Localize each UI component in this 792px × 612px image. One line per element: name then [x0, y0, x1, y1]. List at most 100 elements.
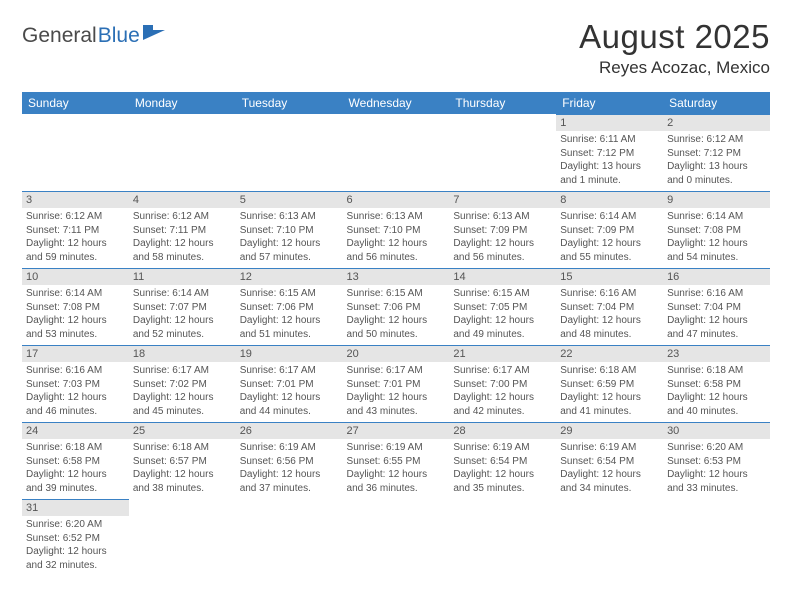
day-number: 14 [449, 269, 556, 285]
day-details: Sunrise: 6:19 AMSunset: 6:54 PMDaylight:… [560, 441, 659, 495]
day-number: 13 [343, 269, 450, 285]
day-number: 15 [556, 269, 663, 285]
calendar-cell: 12Sunrise: 6:15 AMSunset: 7:06 PMDayligh… [236, 268, 343, 345]
calendar-page: GeneralBlue August 2025 Reyes Acozac, Me… [0, 0, 792, 586]
calendar-cell: 27 Sunrise: 6:19 AMSunset: 6:55 PMDayligh… [343, 422, 450, 499]
day-number: 4 [129, 192, 236, 208]
day-details: Sunrise: 6:13 AMSunset: 7:09 PMDaylight:… [453, 210, 552, 264]
weekday-header: Friday [556, 92, 663, 114]
day-details: Sunrise: 6:17 AMSunset: 7:02 PMDaylight:… [133, 364, 232, 418]
day-number: 10 [22, 269, 129, 285]
day-cell: 18Sunrise: 6:17 AMSunset: 7:02 PMDayligh… [129, 345, 236, 422]
day-number: 27 [343, 423, 450, 439]
day-cell: 16Sunrise: 6:16 AMSunset: 7:04 PMDayligh… [663, 268, 770, 345]
day-cell: 9Sunrise: 6:14 AMSunset: 7:08 PMDaylight… [663, 191, 770, 268]
day-number: 20 [343, 346, 450, 362]
day-details: Sunrise: 6:17 AMSunset: 7:00 PMDaylight:… [453, 364, 552, 418]
logo-flag-icon [143, 23, 169, 46]
day-details: Sunrise: 6:16 AMSunset: 7:03 PMDaylight:… [26, 364, 125, 418]
page-header: GeneralBlue August 2025 Reyes Acozac, Me… [22, 18, 770, 78]
calendar-cell: 20Sunrise: 6:17 AMSunset: 7:01 PMDayligh… [343, 345, 450, 422]
calendar-cell: 7 Sunrise: 6:13 AMSunset: 7:09 PMDaylight… [449, 191, 556, 268]
day-number: 8 [556, 192, 663, 208]
day-details: Sunrise: 6:13 AMSunset: 7:10 PMDaylight:… [347, 210, 446, 264]
day-details: Sunrise: 6:20 AMSunset: 6:52 PMDaylight:… [26, 518, 125, 572]
day-cell: 27 Sunrise: 6:19 AMSunset: 6:55 PMDayligh… [343, 422, 450, 499]
day-cell: 15 Sunrise: 6:16 AMSunset: 7:04 PMDayligh… [556, 268, 663, 345]
calendar-cell: 18Sunrise: 6:17 AMSunset: 7:02 PMDayligh… [129, 345, 236, 422]
day-cell: 14 Sunrise: 6:15 AMSunset: 7:05 PMDayligh… [449, 268, 556, 345]
calendar-cell: 22 Sunrise: 6:18 AMSunset: 6:59 PMDayligh… [556, 345, 663, 422]
calendar-cell: 1Sunrise: 6:11 AMSunset: 7:12 PMDaylight… [556, 114, 663, 191]
calendar-cell: 15 Sunrise: 6:16 AMSunset: 7:04 PMDayligh… [556, 268, 663, 345]
empty-cell [449, 114, 556, 184]
day-details: Sunrise: 6:19 AMSunset: 6:55 PMDaylight:… [347, 441, 446, 495]
empty-cell [343, 499, 450, 569]
day-cell: 20Sunrise: 6:17 AMSunset: 7:01 PMDayligh… [343, 345, 450, 422]
weekday-header: Wednesday [343, 92, 450, 114]
calendar-cell: 29Sunrise: 6:19 AMSunset: 6:54 PMDayligh… [556, 422, 663, 499]
day-cell: 7 Sunrise: 6:13 AMSunset: 7:09 PMDaylight… [449, 191, 556, 268]
calendar-cell: 25 Sunrise: 6:18 AMSunset: 6:57 PMDayligh… [129, 422, 236, 499]
location-label: Reyes Acozac, Mexico [579, 58, 770, 78]
day-details: Sunrise: 6:14 AMSunset: 7:09 PMDaylight:… [560, 210, 659, 264]
calendar-table: Sunday Monday Tuesday Wednesday Thursday… [22, 92, 770, 576]
calendar-cell: 13 Sunrise: 6:15 AMSunset: 7:06 PMDayligh… [343, 268, 450, 345]
day-number: 25 [129, 423, 236, 439]
day-number: 19 [236, 346, 343, 362]
day-cell: 3Sunrise: 6:12 AMSunset: 7:11 PMDaylight… [22, 191, 129, 268]
day-number: 5 [236, 192, 343, 208]
day-details: Sunrise: 6:15 AMSunset: 7:06 PMDaylight:… [347, 287, 446, 341]
day-number: 24 [22, 423, 129, 439]
calendar-cell: 10 Sunrise: 6:14 AMSunset: 7:08 PMDayligh… [22, 268, 129, 345]
day-details: Sunrise: 6:15 AMSunset: 7:05 PMDaylight:… [453, 287, 552, 341]
logo: GeneralBlue [22, 24, 169, 48]
calendar-cell: 2Sunrise: 6:12 AMSunset: 7:12 PMDaylight… [663, 114, 770, 191]
day-number: 22 [556, 346, 663, 362]
empty-cell [663, 499, 770, 569]
logo-text-1: General [22, 24, 97, 48]
weekday-header: Sunday [22, 92, 129, 114]
day-cell: 10 Sunrise: 6:14 AMSunset: 7:08 PMDayligh… [22, 268, 129, 345]
day-cell: 28Sunrise: 6:19 AMSunset: 6:54 PMDayligh… [449, 422, 556, 499]
day-number: 6 [343, 192, 450, 208]
day-number: 26 [236, 423, 343, 439]
day-cell: 11 Sunrise: 6:14 AMSunset: 7:07 PMDayligh… [129, 268, 236, 345]
day-details: Sunrise: 6:18 AMSunset: 6:58 PMDaylight:… [667, 364, 766, 418]
day-details: Sunrise: 6:16 AMSunset: 7:04 PMDaylight:… [560, 287, 659, 341]
day-details: Sunrise: 6:18 AMSunset: 6:57 PMDaylight:… [133, 441, 232, 495]
day-cell: 23Sunrise: 6:18 AMSunset: 6:58 PMDayligh… [663, 345, 770, 422]
day-number: 7 [449, 192, 556, 208]
calendar-cell: 26 Sunrise: 6:19 AMSunset: 6:56 PMDayligh… [236, 422, 343, 499]
calendar-cell: 16Sunrise: 6:16 AMSunset: 7:04 PMDayligh… [663, 268, 770, 345]
calendar-cell: 4Sunrise: 6:12 AMSunset: 7:11 PMDaylight… [129, 191, 236, 268]
day-details: Sunrise: 6:14 AMSunset: 7:07 PMDaylight:… [133, 287, 232, 341]
day-number: 3 [22, 192, 129, 208]
day-cell: 13 Sunrise: 6:15 AMSunset: 7:06 PMDayligh… [343, 268, 450, 345]
weekday-header: Saturday [663, 92, 770, 114]
day-cell: 19Sunrise: 6:17 AMSunset: 7:01 PMDayligh… [236, 345, 343, 422]
calendar-cell: 30Sunrise: 6:20 AMSunset: 6:53 PMDayligh… [663, 422, 770, 499]
day-cell: 26 Sunrise: 6:19 AMSunset: 6:56 PMDayligh… [236, 422, 343, 499]
day-details: Sunrise: 6:14 AMSunset: 7:08 PMDaylight:… [26, 287, 125, 341]
day-cell: 22 Sunrise: 6:18 AMSunset: 6:59 PMDayligh… [556, 345, 663, 422]
day-cell: 17Sunrise: 6:16 AMSunset: 7:03 PMDayligh… [22, 345, 129, 422]
day-number: 11 [129, 269, 236, 285]
calendar-body: 1Sunrise: 6:11 AMSunset: 7:12 PMDaylight… [22, 114, 770, 576]
day-number: 12 [236, 269, 343, 285]
day-cell: 24Sunrise: 6:18 AMSunset: 6:58 PMDayligh… [22, 422, 129, 499]
calendar-cell: 3Sunrise: 6:12 AMSunset: 7:11 PMDaylight… [22, 191, 129, 268]
day-cell: 30Sunrise: 6:20 AMSunset: 6:53 PMDayligh… [663, 422, 770, 499]
day-cell: 2Sunrise: 6:12 AMSunset: 7:12 PMDaylight… [663, 114, 770, 191]
day-details: Sunrise: 6:13 AMSunset: 7:10 PMDaylight:… [240, 210, 339, 264]
day-details: Sunrise: 6:20 AMSunset: 6:53 PMDaylight:… [667, 441, 766, 495]
day-details: Sunrise: 6:19 AMSunset: 6:56 PMDaylight:… [240, 441, 339, 495]
day-cell: 4Sunrise: 6:12 AMSunset: 7:11 PMDaylight… [129, 191, 236, 268]
day-details: Sunrise: 6:14 AMSunset: 7:08 PMDaylight:… [667, 210, 766, 264]
weekday-header: Monday [129, 92, 236, 114]
calendar-cell: 21Sunrise: 6:17 AMSunset: 7:00 PMDayligh… [449, 345, 556, 422]
calendar-cell: 31Sunrise: 6:20 AMSunset: 6:52 PMDayligh… [22, 499, 129, 576]
day-cell: 29Sunrise: 6:19 AMSunset: 6:54 PMDayligh… [556, 422, 663, 499]
day-details: Sunrise: 6:19 AMSunset: 6:54 PMDaylight:… [453, 441, 552, 495]
day-details: Sunrise: 6:18 AMSunset: 6:59 PMDaylight:… [560, 364, 659, 418]
